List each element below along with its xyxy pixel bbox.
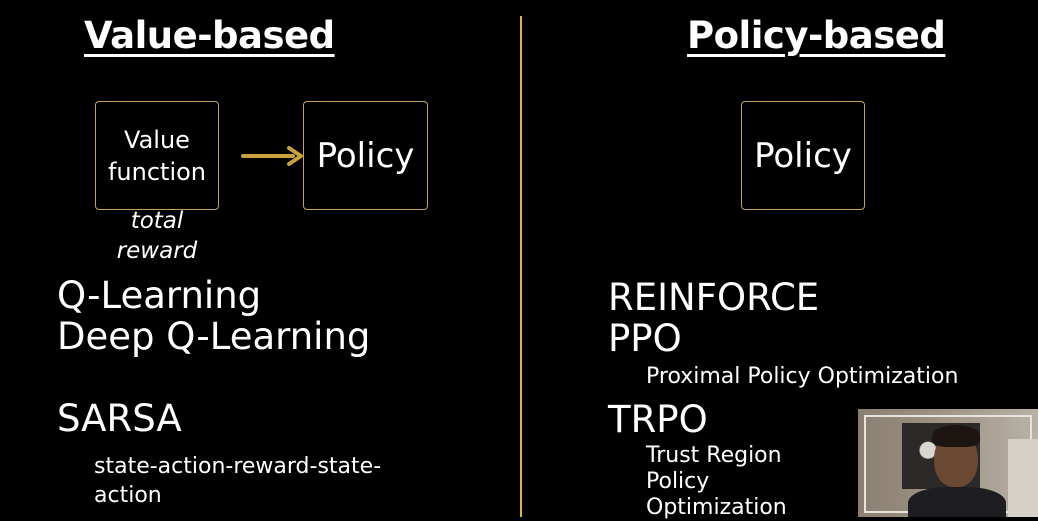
- ppo-label: PPO: [608, 317, 682, 360]
- policy-box-left: Policy: [303, 101, 428, 210]
- sarsa-desc-line2: action: [94, 483, 162, 508]
- trpo-desc-line2: Policy: [646, 469, 710, 494]
- reinforce-label: REINFORCE: [608, 276, 820, 319]
- sarsa-label: SARSA: [57, 397, 182, 440]
- q-learning-label: Q-Learning: [57, 274, 262, 317]
- value-based-heading: Value-based: [84, 14, 335, 57]
- value-function-box: Value function: [95, 101, 219, 210]
- trpo-label: TRPO: [608, 398, 708, 441]
- total-reward-caption: total reward: [100, 206, 214, 266]
- policy-box-right-label: Policy: [754, 135, 852, 176]
- ppo-desc: Proximal Policy Optimization: [646, 364, 959, 389]
- center-divider: [520, 16, 522, 517]
- policy-box-left-label: Policy: [316, 135, 415, 176]
- value-function-label-line1: Value: [124, 125, 190, 154]
- presenter-webcam-thumbnail: [858, 409, 1038, 517]
- caption-line2: reward: [116, 238, 198, 264]
- trpo-desc-line3: Optimization: [646, 495, 787, 520]
- sarsa-desc-line1: state-action-reward-state-: [94, 454, 382, 479]
- policy-based-heading: Policy-based: [687, 14, 946, 57]
- deep-q-learning-label: Deep Q-Learning: [57, 315, 371, 358]
- policy-box-right: Policy: [741, 101, 865, 210]
- arrow-right-icon: [241, 146, 303, 166]
- trpo-desc-line1: Trust Region: [646, 443, 782, 468]
- value-function-label-line2: function: [107, 157, 207, 186]
- caption-line1: total: [130, 208, 184, 234]
